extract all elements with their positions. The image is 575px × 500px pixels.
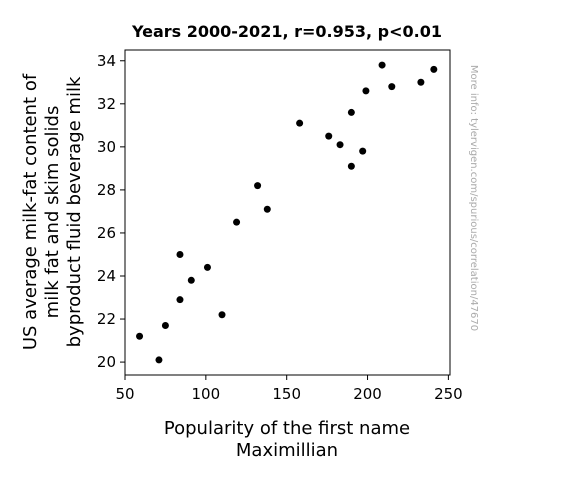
x-axis: 50 100 150 200 250 [115,375,463,403]
y-axis-label-line-3: byproduct fluid beverage milk [64,76,85,347]
data-point [176,250,184,258]
x-tick-label: 200 [353,385,382,403]
data-point [359,147,367,155]
y-axis: 20 22 24 26 28 30 32 34 [97,52,125,371]
data-points [136,61,438,364]
y-tick-label: 34 [97,52,116,70]
data-point [233,218,241,226]
data-point [161,321,169,329]
data-point [347,162,355,170]
data-point [155,356,163,364]
data-point [176,296,184,304]
source-note: More info: tylervigen.com/spurious/corre… [468,65,479,331]
data-point [296,119,304,127]
x-tick-label: 250 [434,385,463,403]
data-point [136,332,144,340]
y-tick-label: 30 [97,138,116,156]
x-tick-label: 100 [192,385,221,403]
data-point [336,141,344,149]
x-tick-label: 50 [115,385,134,403]
data-point [378,61,386,69]
x-axis-label-line-1: Popularity of the first name [164,418,410,439]
x-axis-label-line-2: Maximillian [236,440,338,461]
y-tick-label: 24 [97,267,116,285]
plot-area-frame [124,49,451,376]
data-point [254,182,262,190]
data-point [325,132,333,140]
data-point [417,78,425,86]
y-tick-label: 32 [97,95,116,113]
data-point [388,83,396,91]
data-point [203,263,211,271]
y-tick-label: 22 [97,310,116,328]
y-tick-label: 26 [97,224,116,242]
y-axis-label-line-2: milk fat and skim solids [42,106,63,319]
data-point [347,108,355,116]
y-axis-label-line-1: US average milk-fat content of [20,73,41,350]
data-point [430,65,438,73]
x-tick-label: 150 [272,385,301,403]
data-point [187,276,195,284]
data-point [218,311,226,319]
data-point [263,205,271,213]
y-axis-label: US average milk-fat content of [20,73,41,350]
y-tick-label: 20 [97,353,116,371]
chart-title: Years 2000-2021, r=0.953, p<0.01 [131,22,442,41]
data-point [362,87,370,95]
y-tick-label: 28 [97,181,116,199]
